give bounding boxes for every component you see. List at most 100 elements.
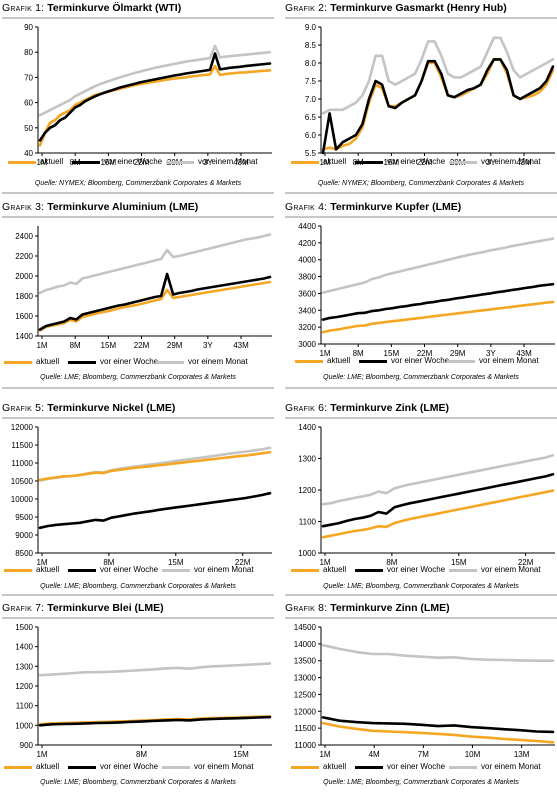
source-rule bbox=[285, 387, 557, 389]
y-tick-label: 40 bbox=[24, 149, 33, 158]
x-tick-label: 8M bbox=[386, 558, 397, 567]
x-tick-label: 8M bbox=[353, 349, 364, 358]
y-tick-label: 10000 bbox=[11, 495, 34, 504]
x-tick-label: 8M bbox=[136, 750, 147, 759]
chart-panel-6: Grafik 6: Terminkurve Zink (LME) 1000 110… bbox=[285, 400, 557, 596]
x-tick-label: 4M bbox=[369, 750, 380, 759]
series-line-monat bbox=[38, 44, 272, 117]
legend-swatch-woche bbox=[359, 360, 387, 363]
legend-swatch-aktuell bbox=[291, 161, 319, 164]
y-tick-label: 8.0 bbox=[305, 59, 317, 68]
title-rule bbox=[285, 417, 557, 419]
legend-label-monat: vor einem Monat bbox=[481, 157, 541, 166]
chart-name: Terminkurve Zinn (LME) bbox=[330, 602, 450, 614]
y-tick-label: 50 bbox=[24, 124, 33, 133]
legend-label-woche: vor einer Woche bbox=[387, 762, 446, 771]
chart-title: Grafik 6: Terminkurve Zink (LME) bbox=[285, 402, 449, 414]
x-tick-label: 3Y bbox=[203, 158, 213, 167]
chart-panel-1: Grafik 1: Terminkurve Ölmarkt (WTI) 40 50… bbox=[2, 0, 274, 196]
legend-swatch-aktuell bbox=[291, 766, 319, 769]
series-line-aktuell bbox=[38, 280, 272, 332]
series-line-aktuell bbox=[321, 489, 555, 539]
series-line-aktuell bbox=[321, 58, 555, 151]
x-tick-label: 15M bbox=[101, 341, 117, 350]
y-tick-label: 4000 bbox=[298, 256, 316, 265]
legend-swatch-monat bbox=[166, 161, 194, 164]
chart-source: Quelle: NYMEX; Bloomberg, Commerzbank Co… bbox=[34, 180, 242, 187]
legend-swatch-aktuell bbox=[4, 361, 32, 364]
x-tick-label: 29M bbox=[450, 349, 466, 358]
source-rule bbox=[2, 192, 274, 194]
series-line-monat bbox=[321, 643, 555, 663]
legend-swatch-aktuell bbox=[8, 161, 36, 164]
y-tick-label: 70 bbox=[24, 73, 33, 82]
series-line-aktuell bbox=[38, 450, 272, 482]
y-tick-label: 13500 bbox=[294, 657, 317, 666]
legend-label-woche: vor einer Woche bbox=[387, 565, 446, 574]
y-tick-label: 1200 bbox=[298, 486, 316, 495]
chart-name: Terminkurve Nickel (LME) bbox=[47, 402, 176, 414]
y-tick-label: 1200 bbox=[15, 682, 33, 691]
chart-panel-2: Grafik 2: Terminkurve Gasmarkt (Henry Hu… bbox=[285, 0, 557, 196]
legend-label-aktuell: aktuell bbox=[323, 565, 347, 574]
series-line-woche bbox=[38, 272, 272, 331]
x-tick-label: 1M bbox=[319, 750, 330, 759]
y-tick-label: 80 bbox=[24, 48, 33, 57]
legend-label-woche: vor einer Woche bbox=[100, 357, 159, 366]
x-tick-label: 13M bbox=[514, 750, 530, 759]
y-tick-label: 4200 bbox=[298, 239, 316, 248]
legend-swatch-monat bbox=[162, 766, 190, 769]
y-tick-label: 90 bbox=[24, 23, 33, 32]
y-tick-label: 900 bbox=[20, 741, 34, 750]
y-tick-label: 3200 bbox=[298, 323, 316, 332]
series-line-woche bbox=[321, 472, 555, 528]
chart-name: Terminkurve Blei (LME) bbox=[47, 602, 164, 614]
legend-label-monat: vor einem Monat bbox=[194, 762, 254, 771]
legend-swatch-aktuell bbox=[291, 569, 319, 572]
x-tick-label: 43M bbox=[233, 341, 249, 350]
title-rule bbox=[285, 617, 557, 619]
y-tick-label: 1000 bbox=[15, 721, 33, 730]
legend-label-woche: vor einer Woche bbox=[387, 157, 446, 166]
chart-title: Grafik 5: Terminkurve Nickel (LME) bbox=[2, 402, 175, 414]
chart-title: Grafik 3: Terminkurve Aluminium (LME) bbox=[2, 201, 198, 213]
legend-label-woche: vor einer Woche bbox=[100, 565, 159, 574]
legend-label-woche: vor einer Woche bbox=[104, 157, 163, 166]
y-tick-label: 11500 bbox=[294, 724, 316, 733]
series-line-woche bbox=[38, 491, 272, 530]
source-rule bbox=[2, 387, 274, 389]
y-tick-label: 1100 bbox=[16, 702, 34, 711]
legend-swatch-monat bbox=[156, 361, 184, 364]
series-line-monat bbox=[321, 36, 555, 115]
x-tick-label: 22M bbox=[417, 349, 433, 358]
y-tick-label: 9000 bbox=[15, 531, 33, 540]
x-tick-label: 1M bbox=[36, 158, 47, 167]
y-tick-label: 1500 bbox=[15, 623, 33, 632]
title-rule bbox=[2, 216, 274, 218]
y-tick-label: 3000 bbox=[298, 340, 316, 349]
y-tick-label: 9.0 bbox=[305, 23, 317, 32]
x-tick-label: 22M bbox=[518, 558, 534, 567]
x-tick-label: 10M bbox=[465, 750, 481, 759]
x-tick-label: 7M bbox=[418, 750, 429, 759]
y-tick-label: 1400 bbox=[15, 643, 33, 652]
x-tick-label: 1M bbox=[319, 158, 330, 167]
x-tick-label: 15M bbox=[384, 349, 400, 358]
legend-swatch-woche bbox=[355, 161, 383, 164]
y-tick-label: 3400 bbox=[298, 306, 316, 315]
y-tick-label: 12000 bbox=[294, 707, 317, 716]
legend-swatch-aktuell bbox=[4, 766, 32, 769]
x-tick-label: 22M bbox=[134, 341, 150, 350]
legend-label-monat: vor einem Monat bbox=[188, 357, 248, 366]
chart-plot: 11000 11500 12000 12500 13000 13500 14000 14500… bbox=[294, 623, 555, 759]
legend-label-aktuell: aktuell bbox=[323, 157, 347, 166]
y-tick-label: 11000 bbox=[294, 741, 316, 750]
chart-prefix: Grafik 6: bbox=[285, 402, 328, 414]
series-line-woche bbox=[321, 282, 555, 321]
chart-plot: 1400 1600 1800 2000 2200 2400 1M 8M 15M 22M 29M 3Y 4… bbox=[15, 226, 272, 350]
x-tick-label: 1M bbox=[36, 558, 47, 567]
chart-source: Quelle: LME; Bloomberg, Commerzbank Corp… bbox=[40, 779, 236, 786]
chart-name: Terminkurve Gasmarkt (Henry Hub) bbox=[330, 2, 507, 14]
y-tick-label: 8.5 bbox=[305, 41, 317, 50]
y-tick-label: 1400 bbox=[15, 332, 33, 341]
